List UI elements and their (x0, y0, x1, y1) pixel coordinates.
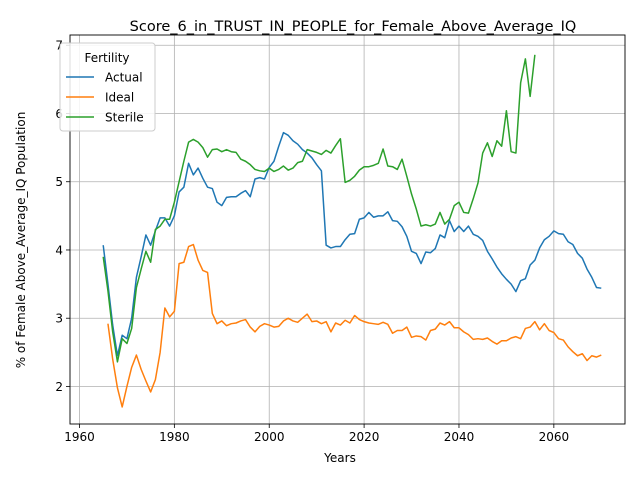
x-tick-label: 2040 (444, 430, 475, 444)
series-line-actual (102, 131, 602, 357)
legend-label: Actual (105, 71, 143, 85)
series-lines (102, 54, 602, 408)
x-axis-label: Years (323, 451, 356, 465)
y-tick-label: 2 (55, 380, 63, 394)
series-line-sterile (102, 54, 536, 363)
legend-item-sterile: Sterile (66, 111, 144, 125)
x-tick-label: 1960 (64, 430, 95, 444)
chart-title: Score_6_in_TRUST_IN_PEOPLE_for_Female_Ab… (130, 19, 577, 35)
legend: Fertility Actual Ideal Sterile (59, 42, 156, 132)
plot-frame (69, 34, 626, 425)
legend-label: Ideal (105, 91, 134, 105)
y-tick-label: 4 (55, 243, 63, 257)
legend-items: Actual Ideal Sterile (66, 71, 144, 125)
y-axis-label: % of Female Above_Average_IQ Population (14, 112, 28, 369)
y-tick-label: 5 (55, 175, 63, 189)
legend-label: Sterile (105, 111, 144, 125)
series-line-ideal (107, 243, 602, 408)
grid (70, 35, 625, 424)
y-tick-label: 7 (55, 39, 63, 53)
x-tick-label: 2060 (539, 430, 570, 444)
legend-item-ideal: Ideal (66, 91, 134, 105)
legend-box (59, 42, 156, 132)
x-tick-label: 1980 (159, 430, 190, 444)
legend-item-actual: Actual (66, 71, 143, 85)
y-tick-label: 3 (55, 312, 63, 326)
y-tick-label: 6 (55, 107, 63, 121)
x-tick-label: 2000 (254, 430, 285, 444)
legend-title: Fertility (84, 51, 129, 65)
x-tick-label: 2020 (349, 430, 380, 444)
x-axis-ticks: 1960 1980 2000 2020 2040 2060 (64, 424, 569, 444)
